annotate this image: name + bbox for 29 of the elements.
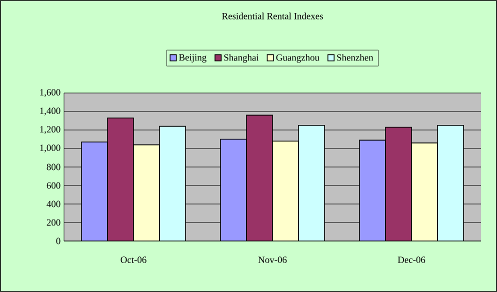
bar [411, 142, 438, 241]
y-tick-label: 0 [56, 238, 60, 244]
bar [81, 142, 108, 241]
bar [159, 126, 186, 241]
bar [385, 126, 412, 241]
y-tick-label: 1,000 [40, 144, 60, 152]
bar [133, 144, 160, 241]
y-tick-label: 600 [46, 182, 60, 189]
bar [272, 140, 299, 241]
y-tick-label: 1,400 [40, 108, 60, 116]
x-tick-label: Oct-06 [120, 256, 146, 263]
bar [437, 124, 464, 241]
bar [246, 114, 273, 241]
chart-title: Residential Rental Indexes [222, 12, 323, 20]
y-tick-label: 200 [46, 219, 60, 226]
legend-label: Beijing [179, 54, 206, 63]
legend-label: Shanghai [224, 54, 259, 63]
legend-label: Shenzhen [337, 54, 374, 61]
y-tick-label: 800 [46, 164, 60, 170]
legend-label: Guangzhou [276, 54, 320, 63]
bar [107, 118, 134, 241]
x-tick-label: Nov-06 [258, 256, 287, 263]
y-tick-label: 1,200 [40, 126, 60, 134]
bar [220, 138, 247, 241]
x-tick-label: Dec-06 [398, 256, 426, 263]
bar [359, 140, 386, 241]
y-tick-label: 1,600 [40, 89, 60, 97]
bar [298, 124, 325, 241]
y-tick-label: 400 [46, 200, 60, 208]
